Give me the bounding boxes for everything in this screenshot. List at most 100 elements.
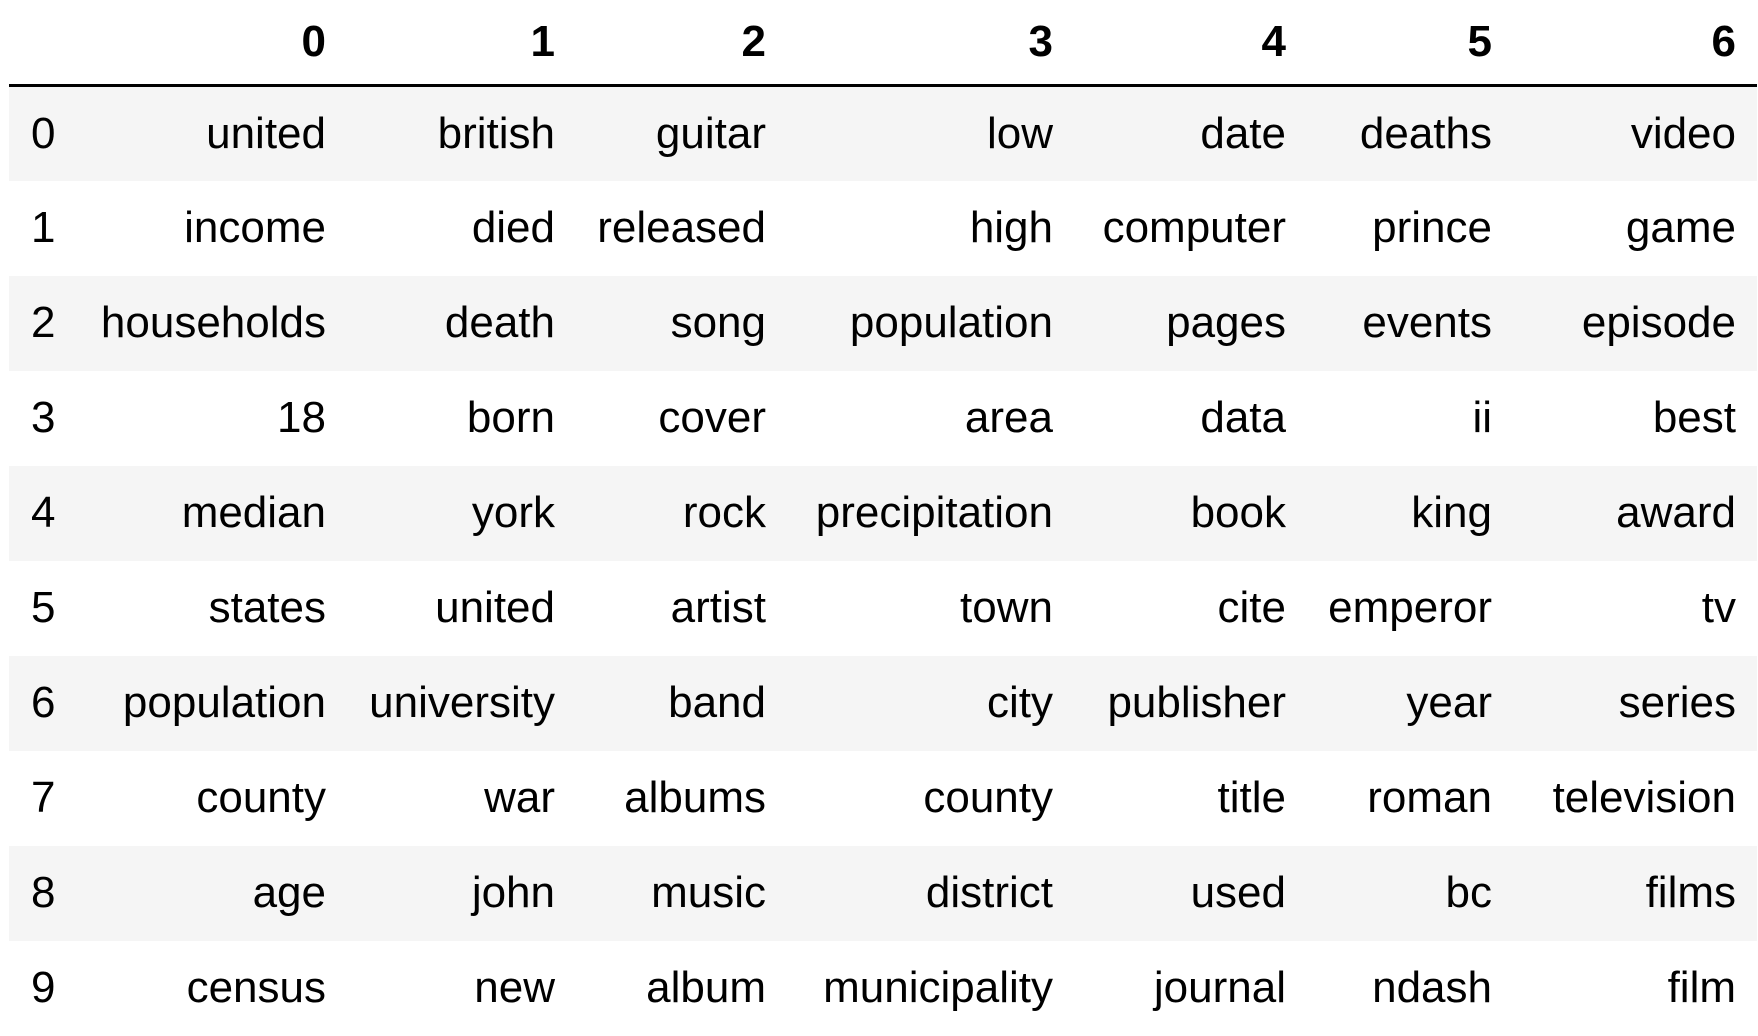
table-cell: district (925, 868, 1053, 917)
table-cell: prince (1372, 203, 1492, 252)
table-cell: town (960, 583, 1053, 632)
table-row: 2 households death song population pages event… (9, 275, 1757, 371)
column-header: 0 (72, 0, 347, 87)
table-body: 0 united british guitar low date deaths video 1 i… (9, 85, 1757, 1036)
row-index: 5 (31, 583, 56, 632)
table-cell: ndash (1372, 963, 1492, 1012)
row-index: 0 (31, 108, 56, 158)
table-cell: award (1616, 488, 1736, 537)
table-row: 7 county war albums county title roman televisi… (9, 750, 1757, 846)
table-row: 1 income died released high computer prince gam… (9, 180, 1757, 276)
table-cell: death (444, 298, 555, 347)
row-index: 3 (31, 393, 56, 442)
table-cell: data (1200, 393, 1286, 442)
table-row: 9 census new album municipality journal ndash f… (9, 940, 1757, 1036)
table-cell: high (969, 203, 1053, 252)
table-cell: computer (1102, 203, 1286, 252)
table-cell: deaths (1359, 108, 1492, 158)
table-cell: tv (1701, 583, 1736, 632)
table-cell: county (923, 773, 1053, 822)
table-cell: households (100, 298, 326, 347)
table-cell: year (1406, 678, 1492, 727)
table-cell: television (1552, 773, 1736, 822)
row-index: 4 (31, 488, 56, 537)
table-cell: county (196, 773, 326, 822)
table-cell: album (646, 963, 766, 1012)
table-cell: artist (670, 583, 766, 632)
table-cell: low (986, 108, 1053, 158)
table-header: 0 1 2 3 4 5 6 (9, 0, 1757, 87)
table-cell: new (474, 963, 555, 1012)
table-cell: used (1190, 868, 1286, 917)
table-cell: king (1411, 488, 1492, 537)
table-cell: episode (1581, 298, 1736, 347)
table-cell: population (122, 678, 326, 727)
table-row: 4 median york rock precipitation book king awar… (9, 465, 1757, 561)
table-cell: cover (658, 393, 766, 442)
table-row: 0 united british guitar low date deaths video (9, 85, 1757, 181)
table-cell: emperor (1328, 583, 1492, 632)
table-cell: area (964, 393, 1053, 442)
table-cell: video (1630, 108, 1736, 158)
table-cell: book (1190, 488, 1286, 537)
table-cell: music (651, 868, 766, 917)
table-cell: born (466, 393, 555, 442)
table-cell: states (208, 583, 326, 632)
table-cell: died (471, 203, 555, 252)
table-cell: cite (1217, 583, 1286, 632)
table-cell: roman (1367, 773, 1492, 822)
table-cell: british (437, 108, 555, 158)
table-cell: events (1362, 298, 1492, 347)
table-cell: best (1652, 393, 1736, 442)
row-index: 1 (31, 203, 56, 252)
table-cell: median (181, 488, 326, 537)
table-cell: rock (682, 488, 766, 537)
table-row: 8 age john music district used bc films (9, 845, 1757, 941)
row-index: 9 (31, 963, 56, 1012)
table-cell: census (186, 963, 326, 1012)
dataframe-table: 0 1 2 3 4 5 6 0 united british guitar low dat… (9, 0, 1757, 1036)
table-cell: guitar (655, 108, 766, 158)
header-row: 0 1 2 3 4 5 6 (9, 0, 1757, 87)
table-cell: war (484, 773, 555, 822)
table-cell: city (987, 678, 1053, 727)
table-cell: song (670, 298, 766, 347)
table-cell: bc (1445, 868, 1492, 917)
column-header: 4 (1074, 0, 1307, 87)
column-header: 2 (576, 0, 787, 87)
table-cell: income (184, 203, 326, 252)
table-cell: journal (1153, 963, 1286, 1012)
table-cell: precipitation (815, 488, 1053, 537)
table-row: 3 18 born cover area data ii best (9, 370, 1757, 466)
column-header: 6 (1513, 0, 1757, 87)
table-cell: pages (1166, 298, 1286, 347)
table-cell: band (668, 678, 766, 727)
table-cell: university (369, 678, 555, 727)
table-row: 6 population university band city publisher ye… (9, 655, 1757, 751)
table-cell: series (1618, 678, 1736, 727)
row-index: 8 (31, 868, 56, 917)
table-cell: united (435, 583, 555, 632)
table-row: 5 states united artist town cite emperor tv (9, 560, 1757, 656)
table-cell: john (471, 868, 555, 917)
row-index: 2 (31, 298, 56, 347)
table-cell: films (1645, 868, 1736, 917)
column-header: 3 (787, 0, 1074, 87)
index-header-corner (9, 0, 72, 87)
table-cell: released (597, 203, 766, 252)
table-cell: albums (624, 773, 766, 822)
column-header: 5 (1307, 0, 1513, 87)
table-cell: population (849, 298, 1053, 347)
row-index: 7 (31, 773, 56, 822)
table-cell: york (471, 488, 555, 537)
table-cell: title (1217, 773, 1286, 822)
table-cell: film (1667, 963, 1736, 1012)
table-cell: game (1625, 203, 1736, 252)
table-cell: ii (1472, 393, 1492, 442)
column-header: 1 (347, 0, 576, 87)
table-cell: municipality (823, 963, 1053, 1012)
table-cell: publisher (1107, 678, 1286, 727)
table-cell: date (1200, 108, 1286, 158)
table-cell: 18 (277, 393, 326, 442)
